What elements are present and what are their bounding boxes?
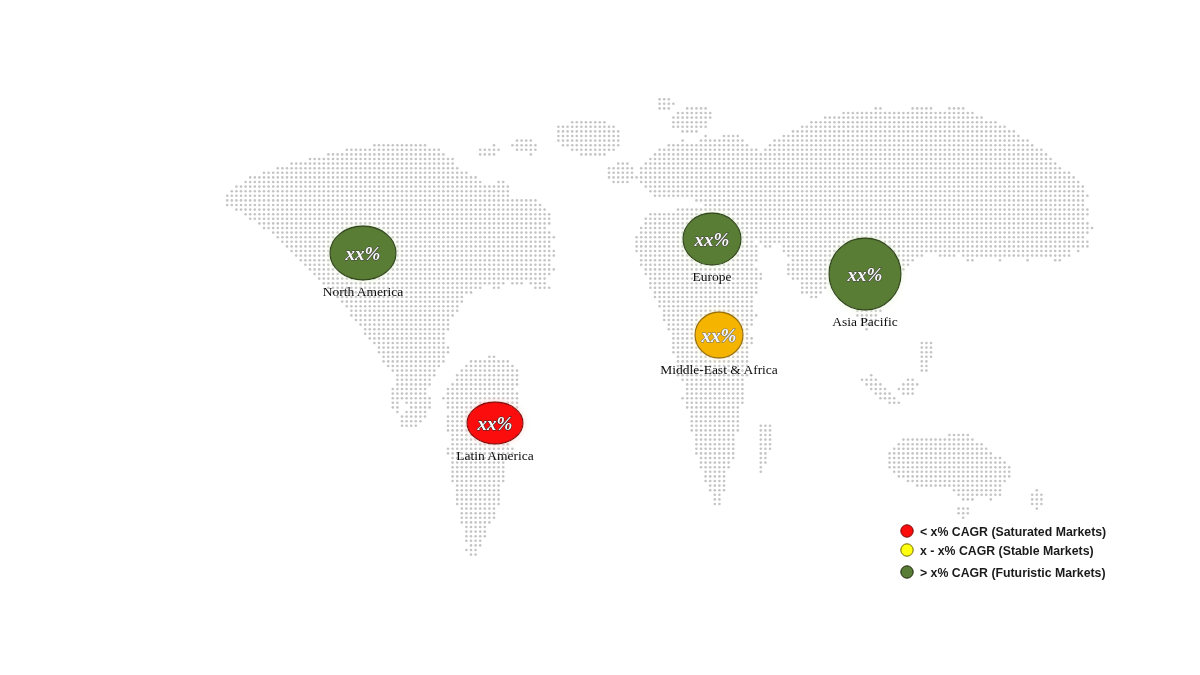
- svg-text:xx%: xx%: [477, 413, 513, 434]
- svg-text:x - x% CAGR (Stable Markets): x - x% CAGR (Stable Markets): [920, 544, 1094, 558]
- svg-text:> x% CAGR (Futuristic Markets): > x% CAGR (Futuristic Markets): [920, 566, 1106, 580]
- svg-text:xx%: xx%: [701, 325, 737, 346]
- svg-text:xx%: xx%: [694, 229, 730, 250]
- svg-text:xx%: xx%: [847, 264, 883, 285]
- svg-text:xx%: xx%: [345, 243, 381, 264]
- svg-text:< x% CAGR (Saturated Markets): < x% CAGR (Saturated Markets): [920, 525, 1106, 539]
